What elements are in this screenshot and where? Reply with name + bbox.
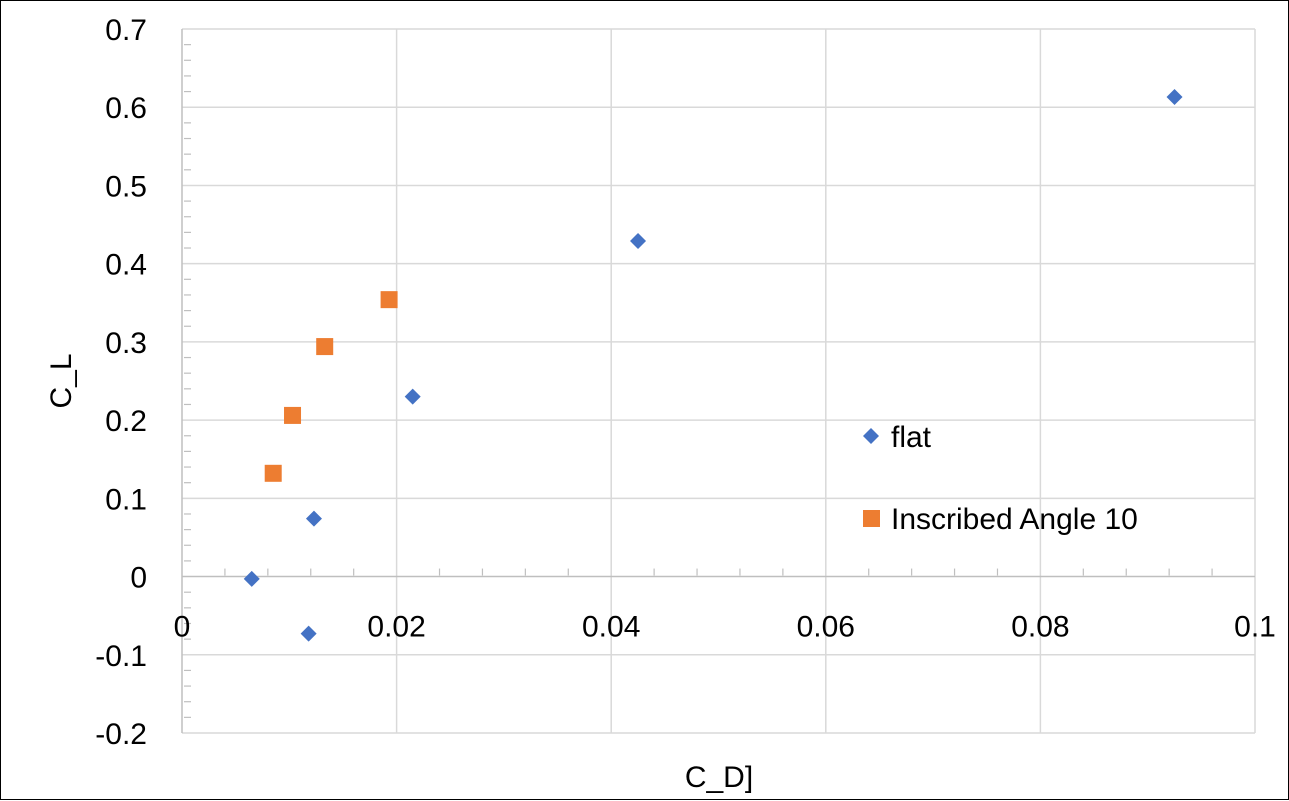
- tick-labels: -0.2 -0.1 0 0.1 0.2 0.3 0.4 0.5 0.6 0.7 0 0.02 0.04 0…: [95, 14, 1276, 751]
- x-tick-label: 0: [174, 611, 191, 644]
- data-points: [243, 89, 1183, 642]
- y-tick-label: 0.3: [105, 327, 147, 360]
- data-point-inscribed-angle-10: [380, 291, 398, 309]
- plot-area: [182, 29, 1255, 733]
- data-point-inscribed-angle-10: [284, 406, 302, 424]
- data-point-inscribed-angle-10: [316, 338, 334, 356]
- data-point-flat: [305, 510, 322, 527]
- y-tick-label: 0.2: [105, 405, 147, 438]
- x-tick-label: 0.04: [582, 611, 640, 644]
- y-tick-label: -0.2: [95, 718, 147, 751]
- x-axis-title: C_D]: [685, 761, 753, 794]
- legend-label-flat: flat: [891, 421, 932, 454]
- y-tick-label: -0.1: [95, 640, 147, 673]
- y-tick-label: 0.7: [105, 14, 147, 47]
- legend: flat Inscribed Angle 10: [863, 421, 1138, 536]
- x-tick-label: 0.06: [797, 611, 855, 644]
- x-tick-label: 0.02: [367, 611, 425, 644]
- gridlines: [182, 28, 1256, 734]
- legend-label-inscribed-angle-10: Inscribed Angle 10: [891, 503, 1138, 536]
- x-tick-label: 0.1: [1234, 611, 1276, 644]
- data-point-flat: [404, 388, 421, 405]
- y-tick-label: 0.5: [105, 170, 147, 203]
- data-point-flat: [300, 625, 317, 642]
- data-point-flat: [243, 570, 260, 587]
- axes: [181, 29, 1255, 733]
- y-axis-title: C_L: [45, 353, 78, 408]
- y-tick-label: 0.6: [105, 92, 147, 125]
- data-point-flat: [630, 232, 647, 249]
- data-point-inscribed-angle-10: [264, 464, 282, 482]
- legend-marker-inscribed-angle-10: [863, 510, 880, 527]
- x-tick-label: 0.08: [1011, 611, 1069, 644]
- y-tick-label: 0.1: [105, 483, 147, 516]
- y-tick-label: 0.4: [105, 249, 147, 282]
- legend-marker-flat: [863, 428, 879, 444]
- data-point-flat: [1166, 89, 1183, 106]
- y-tick-label: 0: [130, 562, 147, 595]
